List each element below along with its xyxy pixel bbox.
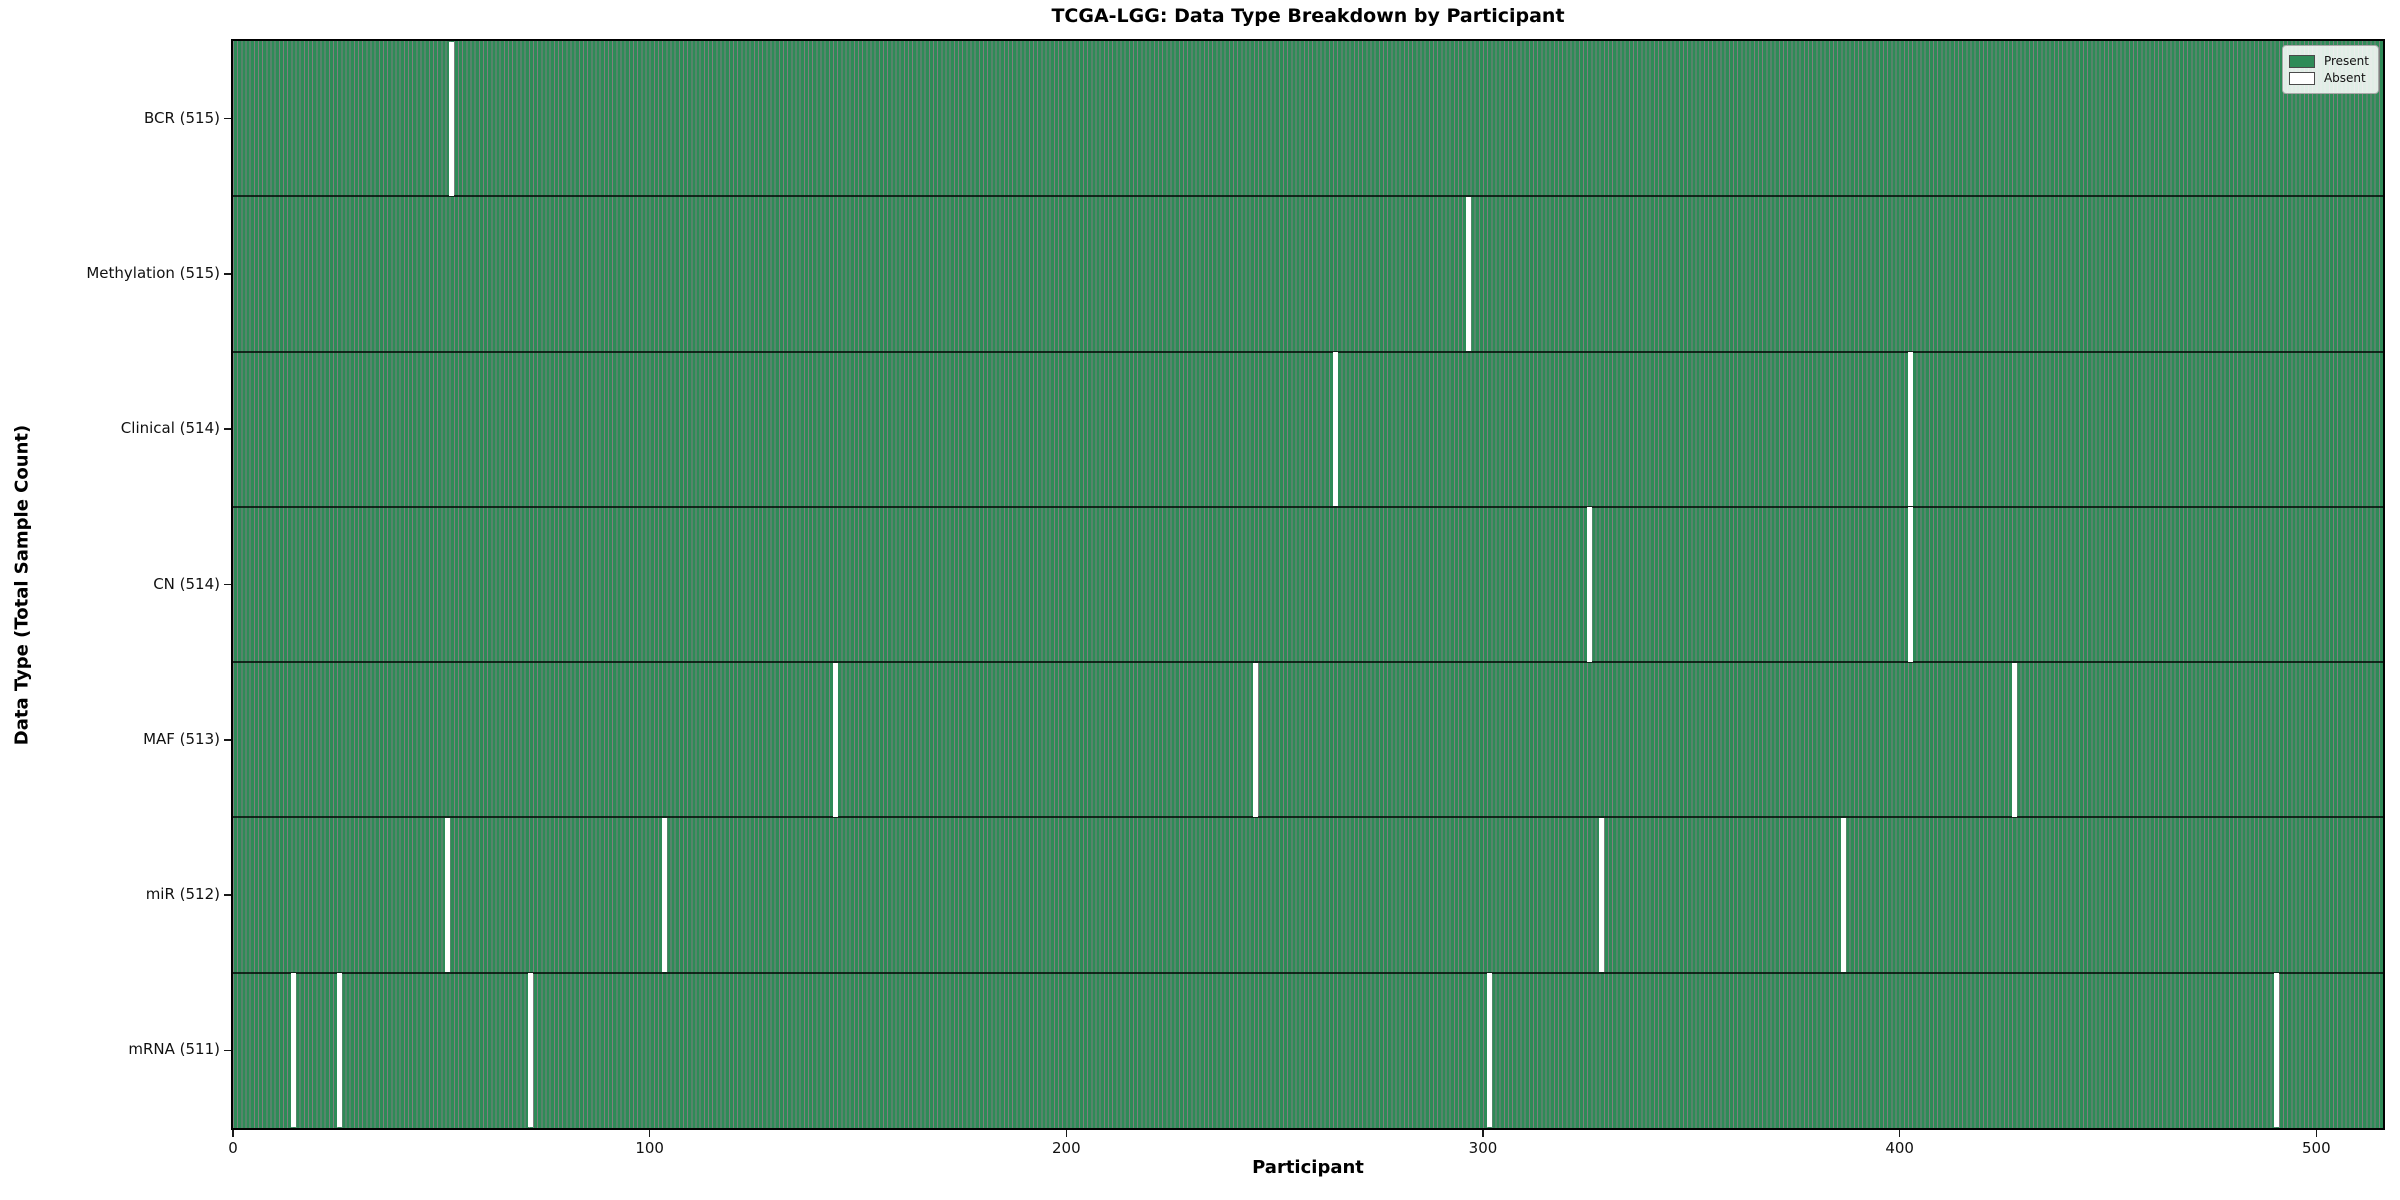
y-tick-label-BCR: BCR (515)	[143, 108, 220, 127]
y-tick-label-MAF: MAF (513)	[143, 729, 220, 748]
legend-swatch-absent	[2288, 71, 2315, 85]
y-tick-label-CN: CN (514)	[153, 574, 220, 593]
row-separator	[233, 195, 2383, 198]
x-tick-mark	[648, 1130, 651, 1137]
row-separator	[233, 971, 2383, 974]
x-tick-mark	[1482, 1130, 1484, 1137]
row-separator	[233, 816, 2383, 819]
x-tick-label-300: 300	[1468, 1139, 1498, 1157]
absent-gap-BCR-52	[449, 41, 455, 196]
y-tick-mark	[224, 894, 231, 896]
y-tick-label-Clinical: Clinical (514)	[120, 419, 220, 438]
chart-title: TCGA-LGG: Data Type Breakdown by Partici…	[1051, 5, 1565, 27]
absent-gap-MAF-144	[832, 662, 838, 817]
x-axis-label: Participant	[1252, 1157, 1364, 1178]
absent-gap-mRNA-25	[336, 973, 342, 1128]
x-tick-mark	[1065, 1130, 1068, 1137]
absent-gap-miR-386	[1840, 818, 1846, 973]
absent-gap-Methylation-296	[1465, 196, 1471, 351]
y-tick-label-Methylation: Methylation (515)	[86, 263, 220, 282]
legend-label-absent: Absent	[2323, 71, 2366, 85]
absent-gap-miR-103	[661, 818, 667, 973]
absent-gap-miR-328	[1599, 818, 1605, 973]
x-tick-mark	[2315, 1130, 2318, 1137]
legend: Present Absent	[2281, 45, 2379, 94]
y-tick-label-miR: miR (512)	[145, 885, 220, 904]
legend-item-present: Present	[2288, 54, 2369, 68]
x-tick-label-400: 400	[1885, 1139, 1914, 1157]
x-tick-mark	[232, 1130, 234, 1137]
absent-gap-mRNA-71	[528, 973, 534, 1128]
absent-gap-CN-402	[1907, 507, 1913, 662]
x-tick-label-500: 500	[2302, 1139, 2331, 1157]
absent-gap-mRNA-301	[1486, 973, 1492, 1128]
y-tick-mark	[224, 273, 231, 275]
y-tick-mark	[224, 1049, 231, 1052]
y-tick-label-mRNA: mRNA (511)	[128, 1040, 220, 1059]
absent-gap-mRNA-14	[290, 973, 296, 1128]
absent-gap-Clinical-402	[1907, 352, 1913, 507]
row-separator	[233, 505, 2383, 508]
absent-gap-CN-325	[1586, 507, 1592, 662]
y-tick-mark	[224, 583, 231, 586]
y-tick-mark	[224, 428, 231, 430]
y-tick-mark	[224, 117, 231, 120]
absent-gap-mRNA-490	[2274, 973, 2280, 1128]
absent-gap-MAF-427	[2011, 662, 2017, 817]
x-tick-mark	[1898, 1130, 1901, 1137]
row-separator	[233, 350, 2383, 353]
legend-item-absent: Absent	[2288, 71, 2369, 85]
x-tick-label-0: 0	[228, 1139, 238, 1157]
absent-gap-miR-51	[445, 818, 451, 973]
absent-gap-Clinical-264	[1332, 352, 1338, 507]
legend-label-present: Present	[2323, 54, 2369, 68]
y-tick-mark	[224, 738, 231, 741]
x-tick-label-200: 200	[1052, 1139, 1081, 1157]
chart-plot-area: Present Absent	[231, 39, 2385, 1130]
row-separator	[233, 661, 2383, 664]
absent-gap-MAF-245	[1253, 662, 1259, 817]
x-tick-label-100: 100	[635, 1139, 664, 1157]
legend-swatch-present	[2288, 54, 2315, 68]
